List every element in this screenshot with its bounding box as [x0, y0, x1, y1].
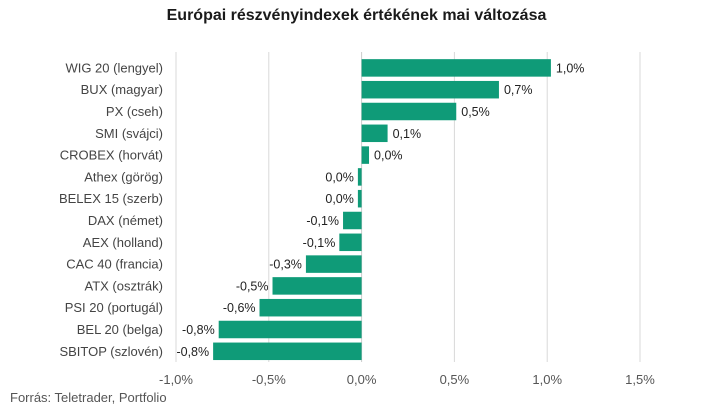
bar	[272, 277, 362, 295]
category-label: WIG 20 (lengyel)	[65, 60, 163, 75]
source-note: Forrás: Teletrader, Portfolio	[10, 390, 167, 405]
x-tick-label: -1,0%	[159, 372, 193, 387]
category-label: SBITOP (szlovén)	[59, 344, 163, 359]
category-label: Athex (görög)	[84, 169, 163, 184]
chart-title: Európai részvényindexek értékének mai vá…	[166, 7, 547, 24]
value-label: 0,0%	[325, 192, 354, 206]
x-tick-label: 1,0%	[532, 372, 562, 387]
category-label: BEL 20 (belga)	[77, 322, 163, 337]
value-label: -0,8%	[176, 345, 209, 359]
value-label: 0,0%	[325, 170, 354, 184]
bar	[213, 342, 362, 361]
category-label: SMI (svájci)	[95, 126, 163, 141]
value-label: 0,7%	[504, 83, 532, 97]
bar	[361, 124, 388, 143]
category-label: CROBEX (horvát)	[60, 148, 163, 163]
bar	[361, 146, 370, 164]
x-axis-ticks: -1,0% -0,5% 0,0% 0,5% 1,0% 1,5%	[159, 372, 655, 387]
bar	[259, 298, 362, 317]
value-label: -0,6%	[223, 301, 256, 315]
bar	[357, 189, 362, 208]
gridlines	[175, 52, 641, 362]
category-label: AEX (holland)	[83, 235, 163, 250]
x-tick-label: 1,5%	[625, 372, 655, 387]
value-labels: 1,0%0,7%0,5%0,1%0,0%0,0%0,0%-0,1%-0,1%-0…	[176, 61, 584, 358]
x-tick-label: -0,5%	[252, 372, 286, 387]
value-label: -0,3%	[269, 258, 302, 272]
category-label: PX (cseh)	[106, 104, 163, 119]
bar	[343, 211, 362, 230]
value-label: 0,0%	[374, 149, 403, 163]
bar	[361, 80, 499, 99]
bar	[339, 233, 362, 252]
category-label: CAC 40 (francia)	[66, 257, 163, 272]
category-label: BELEX 15 (szerb)	[59, 191, 163, 206]
bar	[361, 59, 551, 77]
category-label: ATX (osztrák)	[85, 278, 164, 293]
category-label: PSI 20 (portugál)	[65, 300, 163, 315]
bars	[213, 59, 551, 361]
value-label: -0,8%	[182, 323, 215, 337]
value-label: -0,5%	[236, 279, 269, 293]
bar	[361, 102, 457, 121]
x-tick-label: 0,0%	[347, 372, 377, 387]
bar	[305, 255, 362, 273]
category-label: BUX (magyar)	[81, 82, 163, 97]
value-label: -0,1%	[306, 214, 339, 228]
bar	[218, 320, 362, 339]
category-label: DAX (német)	[88, 213, 163, 228]
value-label: 1,0%	[556, 61, 585, 75]
x-tick-label: 0,5%	[440, 372, 470, 387]
value-label: 0,1%	[393, 127, 422, 141]
category-labels: WIG 20 (lengyel) BUX (magyar) PX (cseh) SMI…	[59, 60, 163, 358]
bar	[357, 168, 362, 186]
value-label: -0,1%	[303, 236, 336, 250]
value-label: 0,5%	[461, 105, 490, 119]
